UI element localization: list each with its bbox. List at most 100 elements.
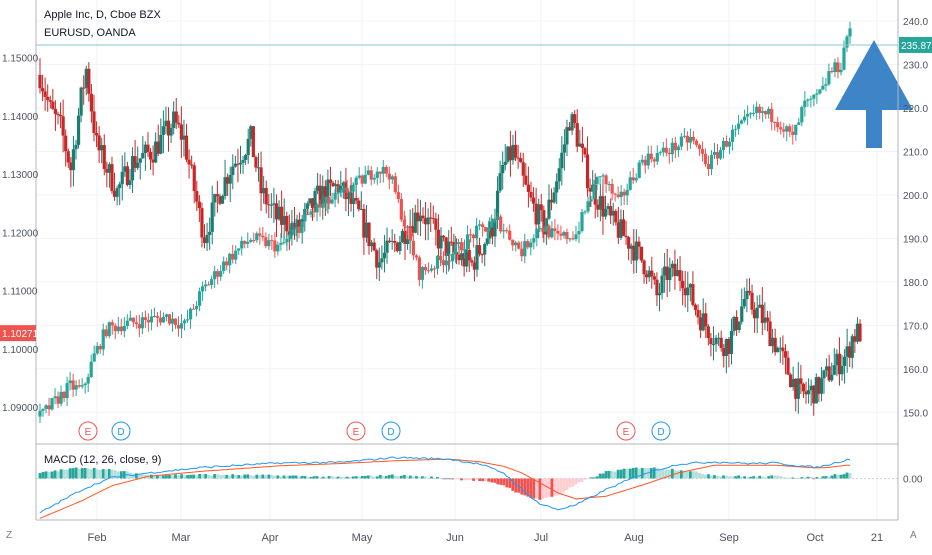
candle-body bbox=[752, 112, 756, 114]
candle-body bbox=[444, 260, 449, 266]
macd-histogram-bar bbox=[258, 475, 262, 479]
candle-body bbox=[520, 248, 524, 257]
macd-histogram-bar bbox=[734, 476, 737, 479]
candle-body bbox=[119, 326, 123, 332]
macd-histogram-bar bbox=[670, 468, 674, 479]
right-axis-tick-label: 200.0 bbox=[903, 191, 928, 202]
macd-histogram-bar bbox=[523, 478, 527, 496]
macd-histogram-bar bbox=[393, 475, 397, 479]
macd-histogram-bar bbox=[207, 474, 211, 479]
macd-histogram-bar bbox=[758, 475, 762, 479]
candle-body bbox=[316, 185, 320, 191]
candle-body bbox=[848, 346, 852, 358]
macd-line bbox=[39, 456, 851, 514]
candle-body bbox=[681, 280, 685, 289]
earnings-marker bbox=[346, 421, 366, 441]
zoom-toggle[interactable]: Z bbox=[6, 530, 13, 541]
candle-body bbox=[607, 184, 611, 186]
candle-body bbox=[215, 194, 219, 197]
legend-compare-symbol[interactable]: EURUSD, OANDA bbox=[44, 27, 136, 39]
candle-body bbox=[179, 323, 184, 329]
candle-body bbox=[855, 323, 860, 342]
candle-body bbox=[272, 203, 276, 205]
candle-body bbox=[544, 225, 548, 232]
candle-body bbox=[611, 210, 615, 216]
macd-histogram-bar bbox=[842, 474, 846, 479]
candle-body bbox=[51, 101, 55, 109]
candle-body bbox=[164, 314, 169, 317]
candle-body bbox=[385, 240, 389, 253]
candle-body bbox=[303, 214, 307, 222]
candle-body bbox=[441, 235, 446, 238]
macd-histogram-bar bbox=[631, 467, 635, 479]
candle-body bbox=[420, 266, 425, 280]
candle-body bbox=[740, 306, 744, 322]
candle-body bbox=[603, 208, 608, 217]
candle-body bbox=[768, 321, 772, 347]
candle-body bbox=[664, 147, 668, 153]
candle-body bbox=[169, 127, 173, 136]
candle-body bbox=[845, 36, 849, 48]
macd-histogram-bar bbox=[664, 469, 668, 479]
candle-body bbox=[642, 260, 646, 275]
candle-body bbox=[267, 204, 271, 206]
macd-histogram-bar bbox=[845, 472, 849, 479]
macd-histogram-bar bbox=[95, 469, 99, 479]
candle-body bbox=[624, 235, 628, 238]
candle-body bbox=[737, 321, 741, 331]
candle-body bbox=[378, 171, 382, 174]
candle-body bbox=[318, 204, 322, 208]
macd-histogram-bar bbox=[306, 477, 310, 479]
candle-body bbox=[238, 162, 243, 165]
candle-body bbox=[210, 202, 214, 232]
candle-body bbox=[645, 274, 649, 278]
candle-body bbox=[222, 261, 226, 272]
macd-histogram-bar bbox=[454, 478, 457, 480]
candle-body bbox=[256, 167, 261, 169]
candle-body bbox=[246, 138, 250, 156]
candle-body bbox=[750, 292, 754, 310]
candle-body bbox=[538, 228, 542, 230]
candle-body bbox=[578, 143, 582, 147]
candle-body bbox=[797, 122, 801, 125]
auto-scale-toggle[interactable]: A bbox=[910, 530, 917, 541]
macd-histogram-bar bbox=[538, 478, 542, 500]
candle-body bbox=[172, 111, 176, 128]
candle-body bbox=[182, 320, 187, 324]
macd-histogram-bar bbox=[490, 478, 494, 483]
candle-body bbox=[161, 316, 166, 323]
macd-histogram-bar bbox=[502, 478, 506, 486]
candle-body bbox=[188, 308, 193, 320]
candle-body bbox=[547, 199, 551, 219]
candle-body bbox=[201, 286, 205, 292]
macd-histogram-bar bbox=[806, 476, 810, 479]
macd-histogram-bar bbox=[333, 477, 337, 479]
candle-body bbox=[836, 62, 840, 73]
macd-histogram-bar bbox=[583, 478, 587, 480]
candle-body bbox=[693, 304, 698, 310]
candle-body bbox=[679, 136, 683, 147]
candle-body bbox=[683, 288, 687, 296]
candle-body bbox=[387, 173, 391, 180]
macd-histogram-bar bbox=[264, 475, 268, 479]
candle-body bbox=[691, 136, 696, 141]
candle-body bbox=[185, 319, 190, 321]
legend-macd[interactable]: MACD (12, 26, close, 9) bbox=[44, 454, 162, 466]
macd-histogram-bar bbox=[408, 475, 412, 479]
candle-body bbox=[733, 128, 738, 130]
candle-body bbox=[628, 177, 632, 190]
candle-body bbox=[411, 240, 415, 256]
candle-body bbox=[369, 242, 374, 247]
candle-body bbox=[176, 325, 181, 329]
macd-histogram-bar bbox=[634, 467, 638, 479]
left-axis-tick-label: 1.15000 bbox=[2, 54, 39, 65]
candle-body bbox=[298, 219, 302, 228]
legend-main-symbol[interactable]: Apple Inc, D, Cboe BZX bbox=[44, 9, 161, 21]
candle-body bbox=[441, 260, 446, 266]
candle-body bbox=[755, 307, 759, 319]
macd-histogram-bar bbox=[363, 475, 367, 479]
candle-body bbox=[405, 226, 409, 228]
candle-body bbox=[246, 241, 250, 244]
